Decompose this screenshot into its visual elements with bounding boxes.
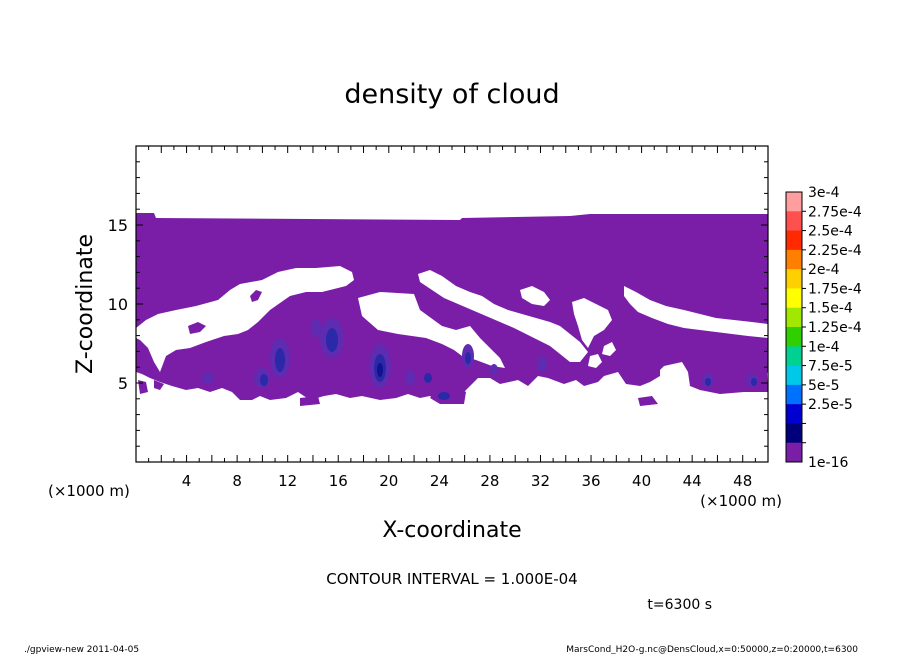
colorbar-swatch [786, 192, 802, 212]
x-tick-label: 36 [581, 472, 600, 490]
cloud-field [136, 213, 768, 406]
x-tick-label: 48 [733, 472, 752, 490]
colorbar-label: 1.5e-4 [808, 301, 853, 317]
x-tick-label: 4 [182, 472, 192, 490]
y-tick-label: 5 [118, 374, 128, 393]
colorbar-swatch [786, 384, 802, 405]
colorbar-label: 2.5e-5 [808, 397, 853, 413]
footer-left: ./gpview-new 2011-04-05 [24, 645, 139, 654]
colorbar-swatch [786, 346, 802, 367]
y-axis-label: Z-coordinate [73, 234, 98, 374]
colorbar-swatch [786, 288, 802, 309]
colorbar-label: 2.75e-4 [808, 204, 862, 220]
colorbar-swatch [786, 269, 802, 289]
x-unit-right: (×1000 m) [700, 492, 782, 510]
colorbar-label: 1e-16 [808, 455, 848, 471]
cloud-region-main [136, 213, 768, 402]
x-tick-label: 28 [480, 472, 499, 490]
footer-right: MarsCond_H2O-g.nc@DensCloud,x=0:50000,z=… [566, 645, 858, 654]
colorbar-label: 3e-4 [808, 185, 840, 201]
colorbar-swatch [786, 423, 802, 444]
colorbar-label: 5e-5 [808, 378, 839, 394]
colorbar-label: 7.5e-5 [808, 359, 853, 375]
colorbar-label: 2.5e-4 [808, 224, 853, 240]
colorbar-label: 1.75e-4 [808, 281, 862, 297]
colorbar-label: 1e-4 [808, 339, 840, 355]
colorbar-swatch [786, 442, 802, 463]
x-tick-label: 40 [632, 472, 651, 490]
colorbar: 3e-4 2.75e-4 2.5e-4 2.25e-4 2e-4 1.75e-4 1.5e-… [785, 185, 862, 471]
cloud-blob-lower [138, 352, 768, 406]
x-tick-label: 12 [278, 472, 297, 490]
colorbar-label: 2e-4 [808, 262, 840, 278]
colorbar-swatch [786, 404, 802, 424]
colorbar-label: 1.25e-4 [808, 320, 862, 336]
x-unit-left: (×1000 m) [48, 482, 130, 500]
x-axis: 4 8 12 16 20 24 28 32 36 40 44 48 [148, 146, 756, 490]
colorbar-swatch [786, 249, 802, 270]
y-axis: 5 10 15 [108, 161, 768, 447]
cloud-cores [202, 318, 758, 400]
y-tick-label: 10 [108, 295, 128, 314]
colorbar-swatch [786, 365, 802, 386]
colorbar-swatch [786, 230, 802, 251]
colorbar-swatch [786, 327, 802, 347]
colorbar-swatch [786, 211, 802, 232]
x-tick-label: 24 [430, 472, 449, 490]
x-tick-label: 20 [379, 472, 398, 490]
colorbar-label: 2.25e-4 [808, 243, 862, 259]
chart-title: density of cloud [344, 79, 559, 110]
x-tick-label: 44 [683, 472, 702, 490]
x-axis-label: X-coordinate [382, 518, 521, 543]
x-tick-label: 8 [232, 472, 242, 490]
x-tick-label: 16 [329, 472, 348, 490]
time-label: t=6300 s [647, 597, 712, 613]
contour-interval: CONTOUR INTERVAL = 1.000E-04 [326, 570, 577, 588]
y-tick-label: 15 [108, 216, 128, 235]
x-tick-label: 32 [531, 472, 550, 490]
colorbar-swatch [786, 307, 802, 328]
